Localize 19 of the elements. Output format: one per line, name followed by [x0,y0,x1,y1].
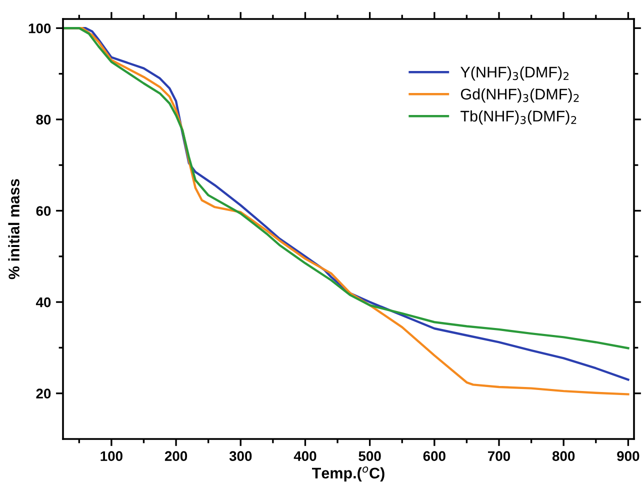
x-tick-label: 700 [488,451,510,462]
x-axis-title: Temp.($^{o}$C) [312,466,384,482]
x-tick-label: 400 [294,451,316,462]
legend-label: Tb(NHF)$_{3}$(DMF)$_{2}$ [460,110,576,125]
y-tick-label: 80 [36,114,51,125]
x-tick-label: 900 [617,451,640,462]
y-tick-label: 20 [36,388,51,399]
x-tick-label: 200 [164,451,188,462]
x-tick-label: 100 [100,451,122,462]
x-tick-label: 300 [229,451,252,462]
y-tick-label: 60 [36,206,51,216]
legend-label: Gd(NHF)$_{3}$(DMF)$_{2}$ [460,88,579,103]
y-axis-title: % initial mass [8,179,20,280]
y-tick-label: 100 [28,23,51,34]
y-tick-label: 40 [36,297,51,308]
x-tick-label: 600 [423,451,446,462]
legend-label: Y(NHF)$_{3}$(DMF)$_{2}$ [460,66,568,81]
x-tick-label: 800 [552,451,575,462]
x-tick-label: 500 [358,451,381,462]
